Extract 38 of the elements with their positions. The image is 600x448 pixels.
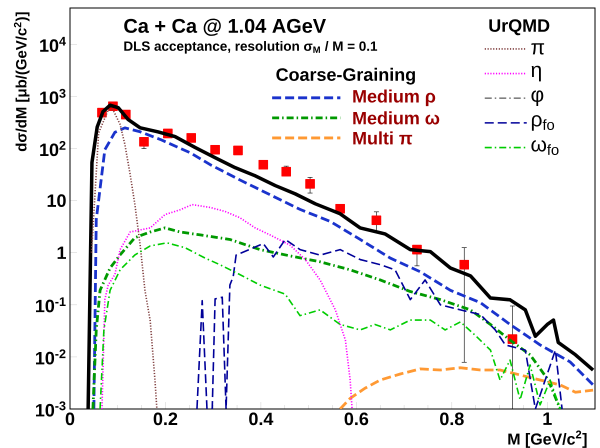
y-tick-label: 1 — [58, 246, 66, 259]
x-tick-label: 0.2 — [154, 412, 178, 426]
y-tick-label: 10 — [48, 194, 66, 208]
y-tick-label: 10$^{4}$ — [40, 36, 66, 52]
legend-label: ρ$_{fo}$ — [532, 115, 554, 131]
point — [372, 216, 382, 225]
y-tick-label: 10$^{-3}$ — [36, 401, 66, 417]
point — [233, 146, 243, 156]
line-series — [196, 238, 563, 410]
line-series — [338, 366, 594, 410]
legend-label: ω$_{fo}$ — [531, 140, 559, 155]
y-tick-label: 10$^{-1}$ — [36, 297, 66, 312]
legend-label: Medium ω — [353, 111, 440, 124]
point — [139, 137, 149, 146]
point — [258, 160, 268, 170]
point — [186, 133, 196, 143]
line-series — [101, 204, 353, 410]
legend-label: φ — [531, 90, 544, 106]
x-tick-label: 0 — [66, 412, 74, 426]
chart-title: Ca + Ca @ 1.04 AGeV — [124, 18, 326, 36]
x-tick-label: 0.8 — [440, 412, 464, 426]
legend-label: Medium ρ — [353, 89, 436, 106]
x-tick-label: 0.4 — [249, 412, 274, 426]
legend-label: Multi π — [353, 131, 412, 145]
legend-label: η — [532, 66, 541, 82]
legend-label: π — [531, 43, 544, 55]
point — [210, 145, 220, 154]
y-tick-label: 10$^{3}$ — [40, 88, 66, 104]
y-axis-title: dσ/dM [μb/(GeV/c$^{2}$)] — [14, 12, 30, 152]
x-axis-title: M [GeV/c$^{2}$] — [508, 430, 587, 448]
y-tick-label: 10$^{-2}$ — [36, 349, 66, 365]
point — [460, 260, 469, 270]
legend-title: UrQMD — [489, 19, 550, 36]
text: DLS acceptance, resolution σ$_{M}$ / M = 0.1 — [124, 41, 378, 54]
annotation: Coarse-Graining — [276, 68, 415, 85]
x-tick-label: 0.6 — [344, 412, 368, 426]
x-tick-label: 1 — [543, 412, 552, 425]
y-tick-label: 10$^{2}$ — [40, 140, 66, 156]
